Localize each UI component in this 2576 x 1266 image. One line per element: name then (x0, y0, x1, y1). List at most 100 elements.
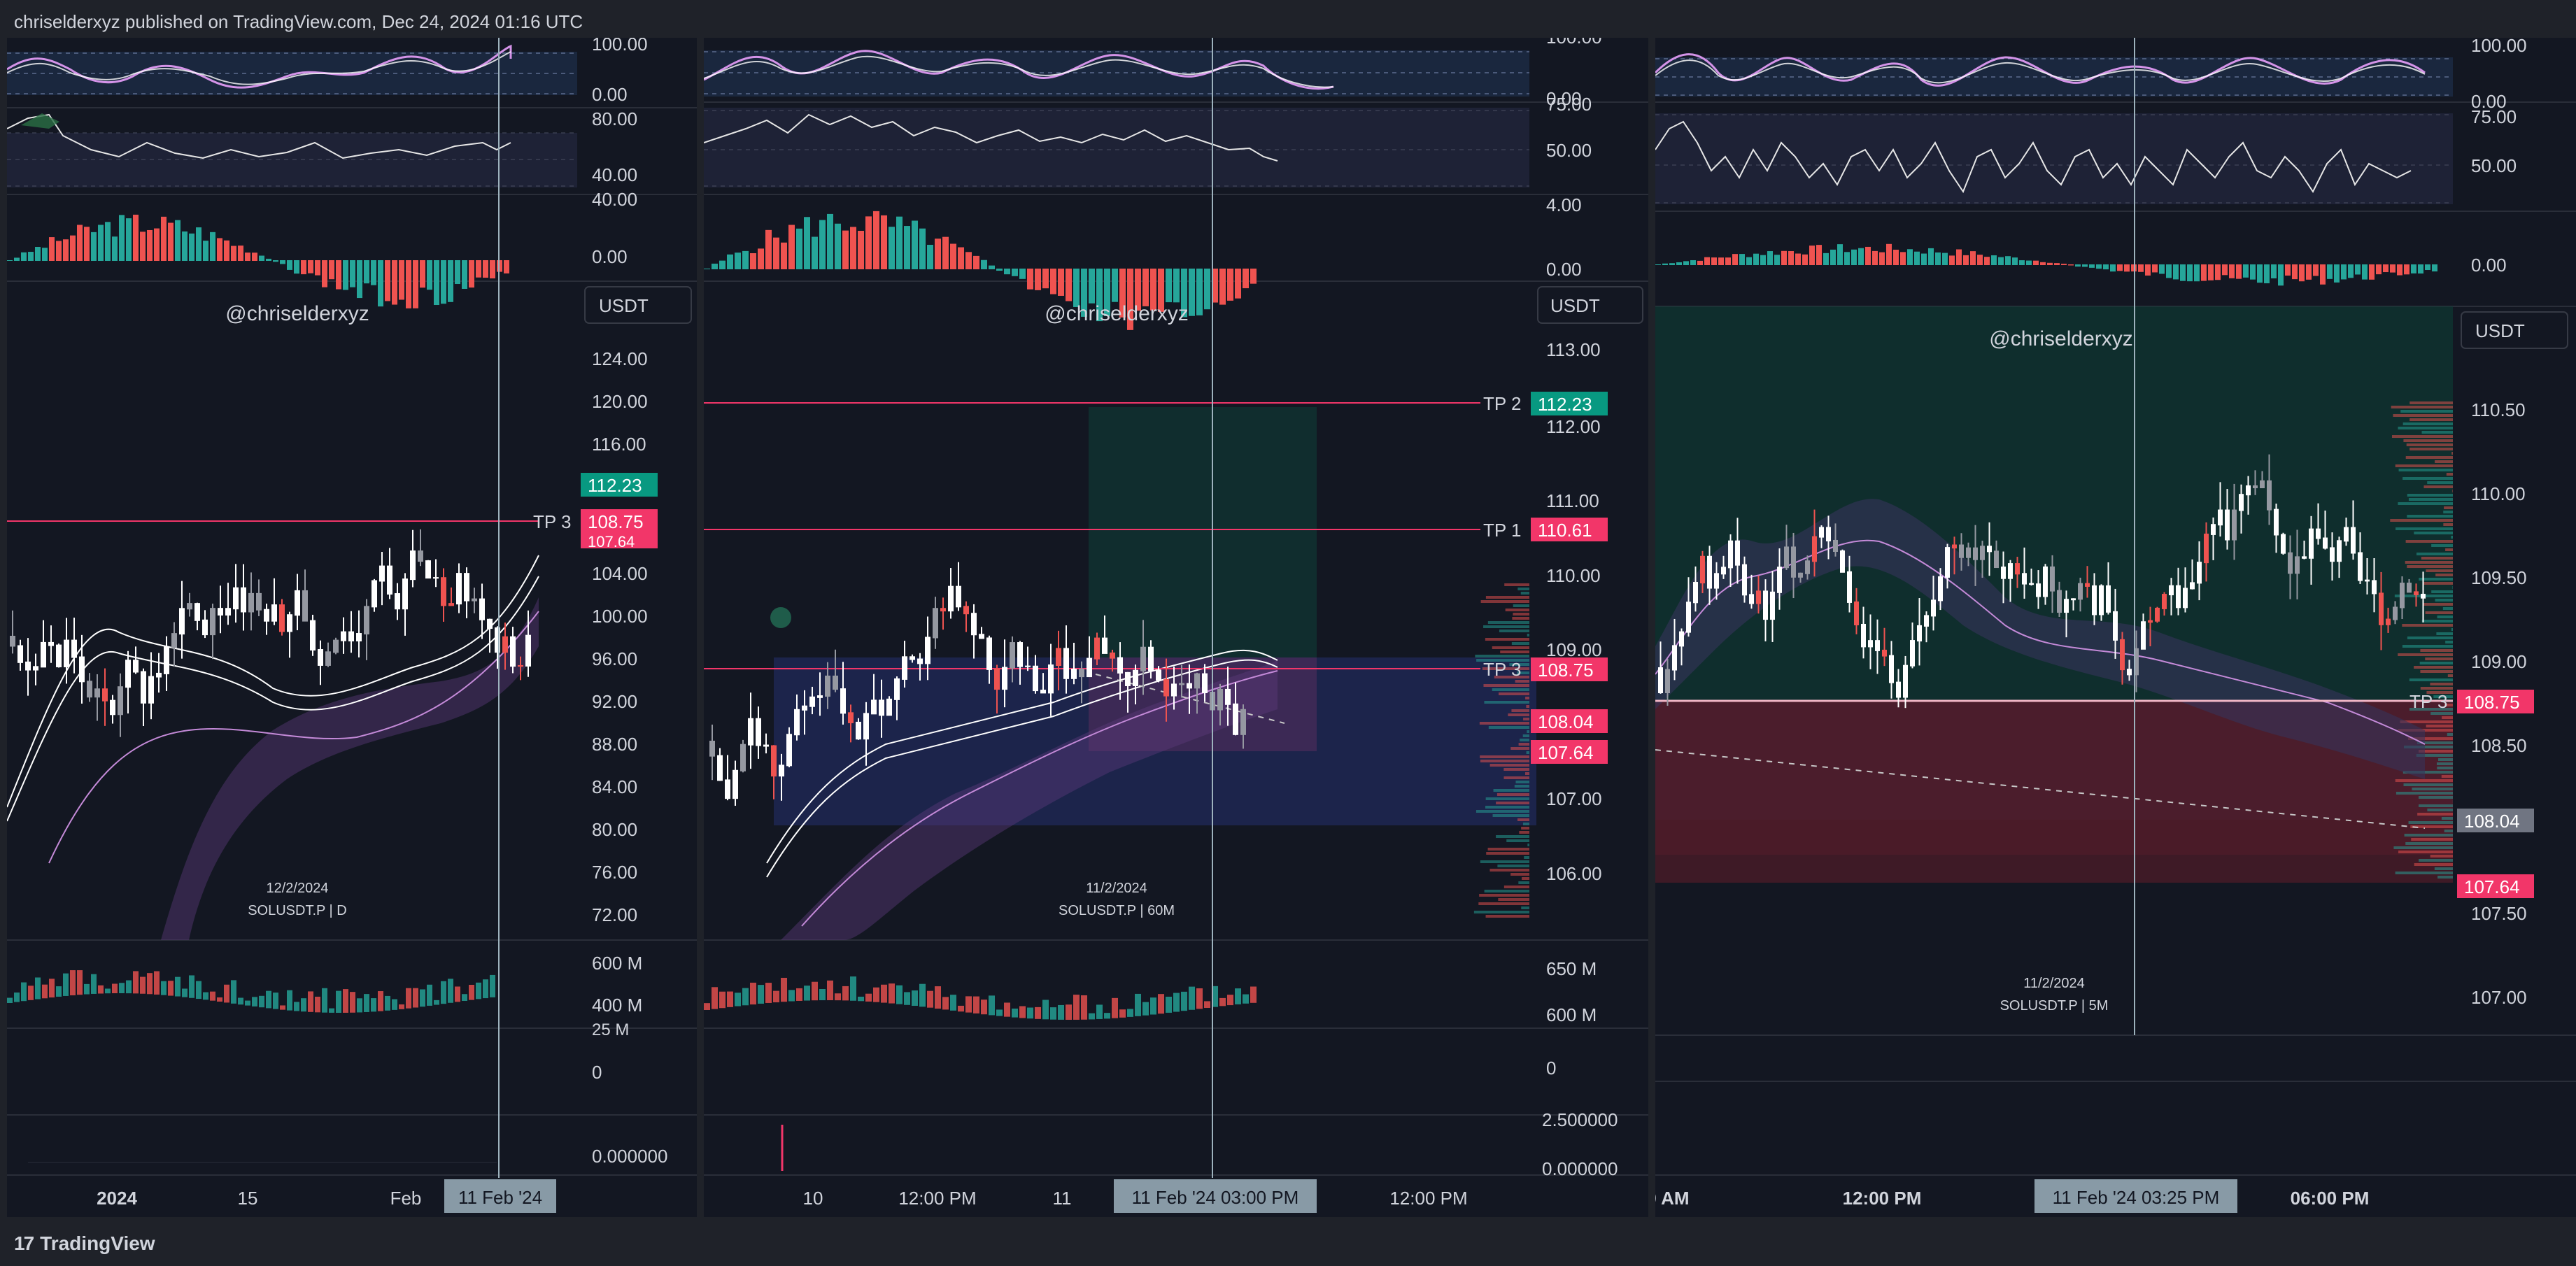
volume-profile-bar (1521, 827, 1529, 830)
volume-profile-bar (1513, 604, 1529, 607)
macd-bar (1788, 251, 1794, 265)
chart-panel-hourly[interactable]: 100.00 0.00 75.00 50.00 4.00 0.00 @chris… (704, 38, 1648, 1217)
volume-bar (350, 992, 355, 1013)
candle (1171, 683, 1177, 697)
candle (2050, 566, 2055, 592)
candle (295, 590, 300, 616)
volume-profile-bar (2393, 414, 2453, 417)
currency-selector[interactable]: USDT (584, 286, 692, 324)
macd-bar (1655, 264, 1661, 265)
panel-separator[interactable] (697, 38, 704, 1221)
macd-histogram (7, 214, 509, 308)
candle (1826, 527, 1831, 541)
candle (956, 585, 961, 608)
volume-profile-bar (2430, 855, 2453, 858)
volume-profile-bar (2443, 523, 2453, 526)
volume-bar (973, 996, 979, 1013)
macd-bar (719, 260, 726, 269)
candle (1728, 540, 1733, 569)
candle (1225, 688, 1231, 705)
candle (71, 639, 77, 658)
tp2-label: TP 2 (1483, 393, 1521, 414)
volume-profile-bar (2420, 670, 2453, 673)
tradingview-logo[interactable]: 17 TradingView (14, 1221, 155, 1266)
volume-profile-bar (1492, 814, 1529, 817)
candle (2169, 585, 2174, 596)
candle (1194, 673, 1200, 689)
candle (287, 614, 292, 632)
macd-bar (448, 260, 453, 302)
macd-bar (175, 220, 181, 261)
volume-profile-bar (2395, 872, 2453, 874)
chart-panel-5m[interactable]: 100.00 0.00 75.00 50.00 0.00 @chriselder… (1655, 38, 2576, 1217)
macd-bar (1830, 249, 1836, 265)
volume-profile-bar (1525, 697, 1529, 699)
candle (402, 578, 408, 610)
candle (2253, 485, 2258, 489)
volume-bar (21, 982, 27, 1002)
candle (1770, 591, 1775, 620)
candle (79, 656, 85, 683)
volume-profile-bar (2451, 452, 2453, 455)
volume-profile-bar (2407, 565, 2453, 568)
candle (64, 639, 69, 667)
macd-bar (322, 260, 327, 287)
macd-bar (2117, 264, 2123, 271)
profit-zone[interactable] (1089, 407, 1317, 657)
volume-bar (927, 990, 933, 1008)
volume-profile-bar (1521, 906, 1529, 909)
symbol-label: SOLUSDT.P | 60M (1059, 903, 1175, 918)
volume-bar (308, 991, 313, 1012)
volume-profile-bar (1479, 722, 1529, 725)
volume-profile-bar (2426, 691, 2453, 694)
macd-bar (1872, 250, 1878, 265)
volume-bar (896, 985, 903, 1004)
candle (2421, 593, 2426, 599)
volume-profile-bar (1480, 760, 1529, 762)
candle (194, 603, 200, 621)
volume-bar (112, 983, 118, 994)
volume-bar (252, 997, 257, 1007)
chart-canvas-5m[interactable]: 100.00 0.00 75.00 50.00 0.00 @chriselder… (1655, 38, 2576, 1217)
candle (225, 608, 231, 616)
macd-bar (1844, 252, 1850, 265)
volume-profile-bar (2398, 729, 2453, 732)
macd-bar (350, 260, 355, 287)
candle (763, 744, 769, 747)
chart-panel-daily[interactable]: 100.00 0.00 80.00 40.00 40.00 0.00 @chri… (7, 38, 697, 1217)
candle (2008, 563, 2013, 579)
panel-separator[interactable] (1648, 38, 1655, 1221)
chart-canvas-daily[interactable]: 100.00 0.00 80.00 40.00 40.00 0.00 @chri… (7, 38, 697, 1217)
macd-bar (2215, 264, 2221, 280)
volume-bar (1104, 1013, 1110, 1019)
currency-selector[interactable]: USDT (2461, 311, 2568, 349)
volume-bar (1089, 1013, 1095, 1020)
volume-bar (476, 982, 481, 1000)
volume-profile-bar (2400, 720, 2453, 723)
macd-bar (504, 260, 509, 273)
volume-profile-bar (2441, 775, 2453, 778)
volume-bar (441, 981, 446, 1004)
volume-bar (455, 986, 460, 1002)
volume-profile-bar (1485, 596, 1529, 599)
candle (2022, 573, 2027, 585)
candle (179, 608, 185, 635)
volume-profile-bar (1483, 684, 1529, 687)
ind2-axis-top: 25 M (592, 1020, 629, 1039)
support-zone[interactable] (774, 657, 1536, 825)
macd-bar (958, 247, 964, 269)
candle (825, 675, 830, 697)
candle (348, 631, 354, 641)
volume-bar (881, 984, 887, 1003)
volume-bar (49, 979, 55, 998)
volume-profile-bar (2407, 737, 2453, 740)
candle (1882, 649, 1887, 657)
stoch-pane (1655, 113, 2453, 204)
chart-canvas-hourly[interactable]: 100.00 0.00 75.00 50.00 4.00 0.00 @chris… (704, 38, 1648, 1217)
macd-bar (1802, 254, 1808, 265)
stoch-axis-bottom: 50.00 (1546, 140, 1592, 161)
volume-profile-bar (1479, 894, 1529, 897)
volume-profile-bar (2408, 498, 2453, 501)
price-badge-last: 108.04 (1531, 709, 1608, 733)
currency-selector[interactable]: USDT (1537, 286, 1643, 324)
